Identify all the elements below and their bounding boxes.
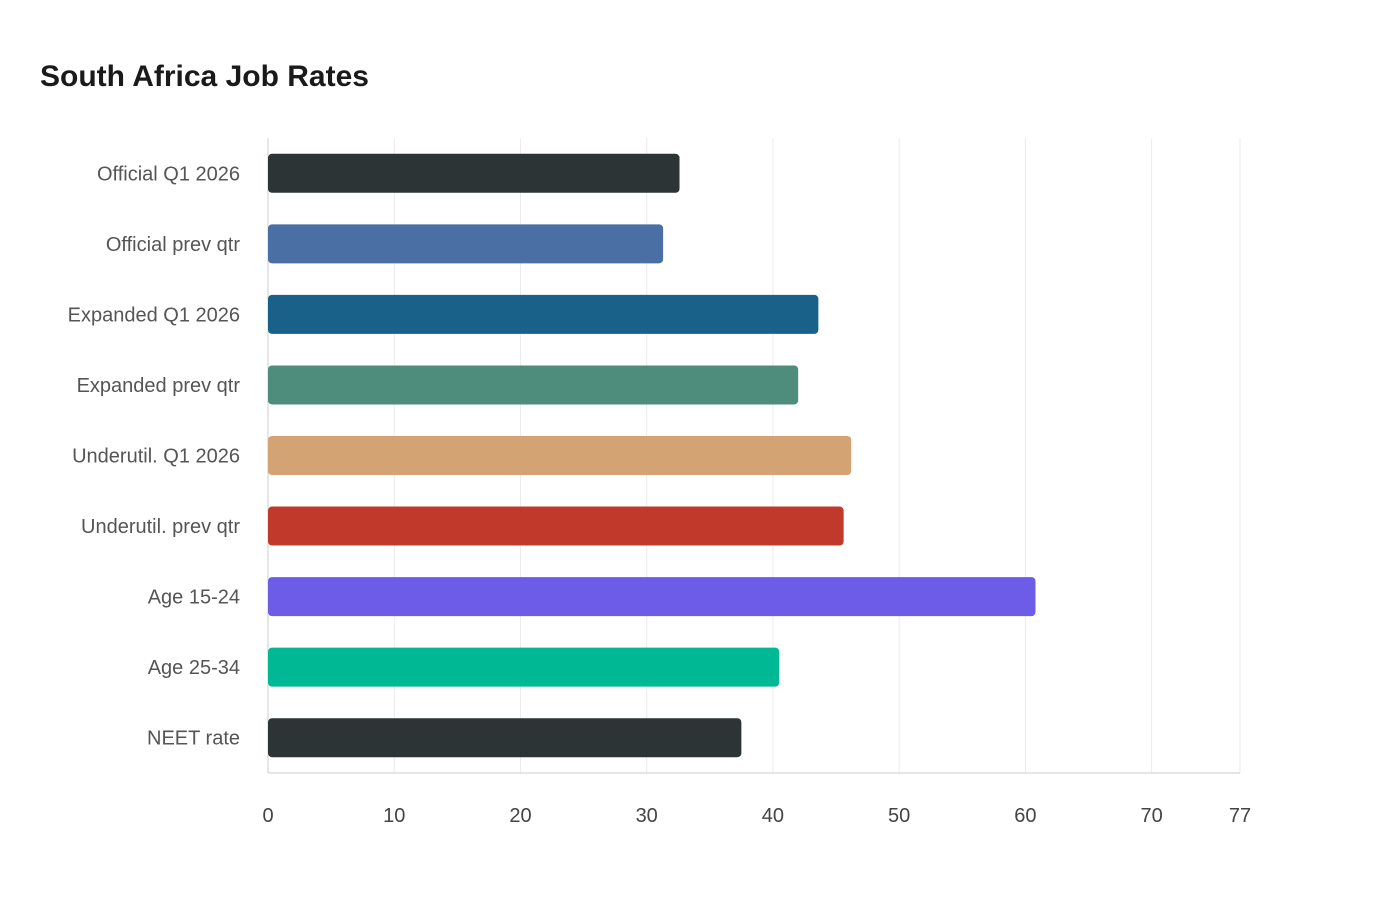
bars	[268, 153, 1036, 758]
x-tick-label: 20	[509, 805, 531, 827]
x-tick-label: 10	[383, 805, 405, 827]
bar	[268, 436, 852, 475]
x-tick-label: 30	[636, 805, 658, 827]
category-label: Age 25-34	[148, 657, 240, 679]
bar	[268, 365, 799, 405]
x-tick-label: 50	[888, 805, 910, 827]
category-label: NEET rate	[147, 728, 240, 750]
chart-title: South Africa Job Rates	[40, 60, 369, 93]
category-label: Underutil. Q1 2026	[72, 446, 240, 468]
bar	[268, 506, 844, 546]
x-tick-label: 40	[762, 805, 784, 827]
bar	[268, 577, 1036, 617]
category-label: Expanded Q1 2026	[68, 304, 240, 326]
bar	[268, 647, 780, 687]
category-label: Age 15-24	[148, 587, 240, 609]
category-labels: Official Q1 2026 Official prev qtr Expande…	[68, 163, 241, 749]
bar	[268, 153, 680, 193]
category-label: Official prev qtr	[106, 234, 240, 256]
category-label: Official Q1 2026	[97, 163, 240, 185]
x-tick-label: 70	[1141, 805, 1163, 827]
x-tick-label: 0	[262, 805, 273, 827]
bar	[268, 718, 742, 758]
category-label: Expanded prev qtr	[77, 375, 241, 397]
bar	[268, 294, 819, 334]
bar	[268, 224, 664, 264]
x-tick-label: 60	[1014, 805, 1036, 827]
x-tick-label: 77	[1229, 805, 1251, 827]
x-tick-labels: 0 10 20 30 40 50 60 70 77	[262, 805, 1251, 827]
category-label: Underutil. prev qtr	[81, 516, 240, 538]
